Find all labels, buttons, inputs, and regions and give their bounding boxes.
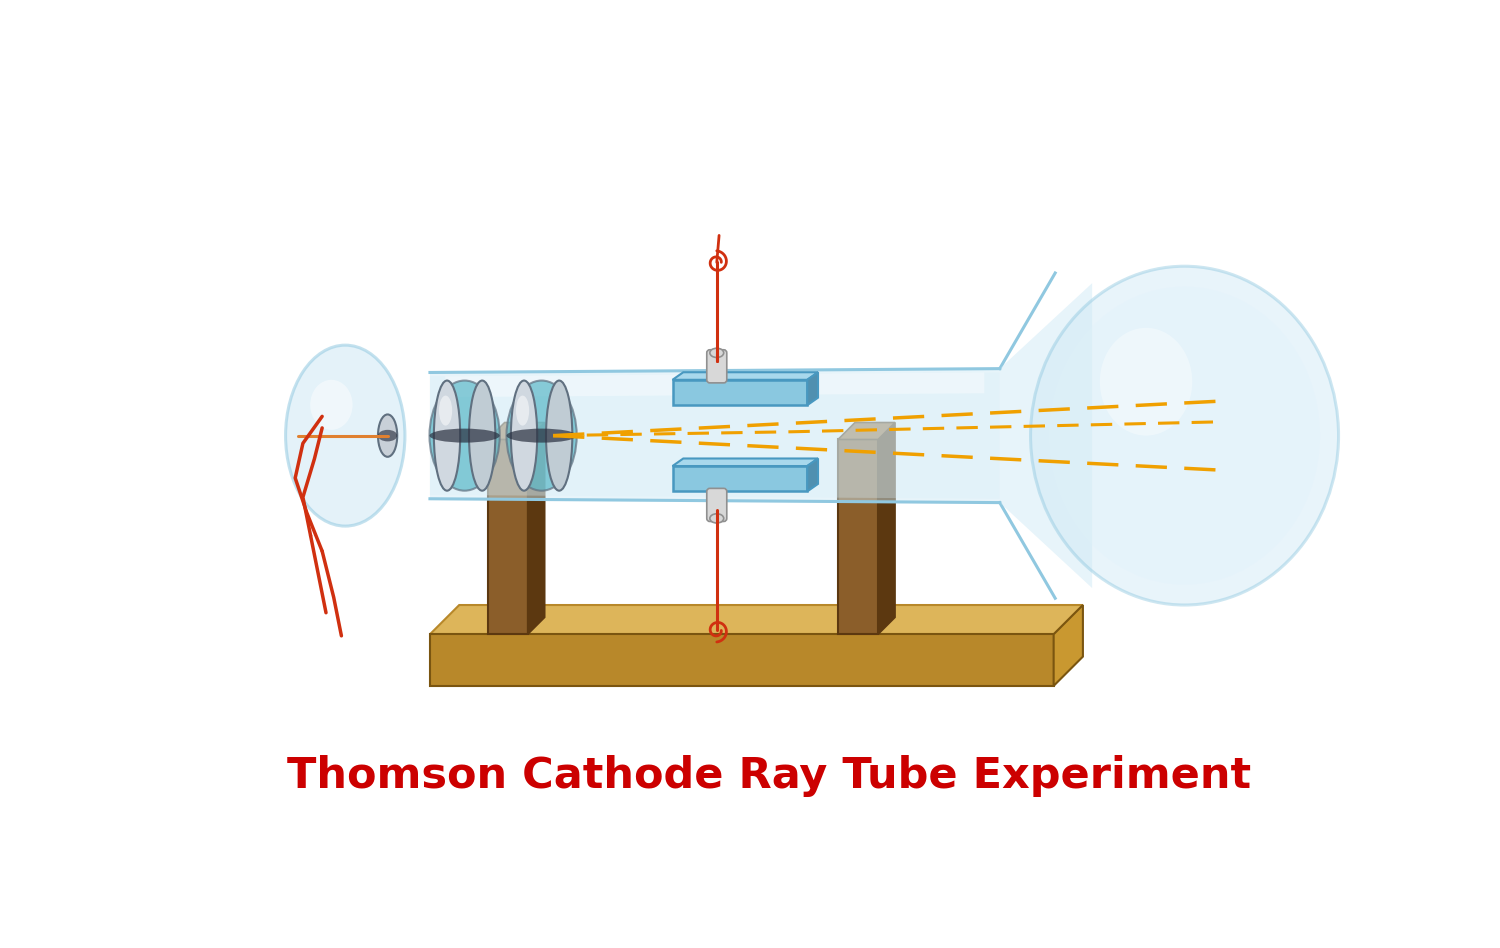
Ellipse shape xyxy=(507,428,576,443)
Polygon shape xyxy=(1053,605,1083,685)
Polygon shape xyxy=(528,423,544,634)
Ellipse shape xyxy=(429,428,500,443)
Polygon shape xyxy=(488,423,544,440)
Polygon shape xyxy=(807,373,818,405)
Polygon shape xyxy=(446,373,984,397)
Ellipse shape xyxy=(285,345,405,526)
Ellipse shape xyxy=(516,395,530,426)
Ellipse shape xyxy=(507,380,576,491)
FancyBboxPatch shape xyxy=(706,350,728,383)
Ellipse shape xyxy=(470,380,495,491)
Ellipse shape xyxy=(1030,266,1338,605)
Polygon shape xyxy=(878,423,896,634)
FancyBboxPatch shape xyxy=(706,488,728,521)
Ellipse shape xyxy=(440,395,452,426)
Polygon shape xyxy=(672,459,818,466)
Ellipse shape xyxy=(433,380,460,491)
Polygon shape xyxy=(999,283,1092,588)
Ellipse shape xyxy=(378,429,398,442)
Polygon shape xyxy=(839,440,878,634)
Text: Thomson Cathode Ray Tube Experiment: Thomson Cathode Ray Tube Experiment xyxy=(286,755,1251,797)
Ellipse shape xyxy=(1100,328,1192,436)
Polygon shape xyxy=(488,440,528,634)
Ellipse shape xyxy=(429,380,500,491)
Ellipse shape xyxy=(1048,286,1320,585)
Polygon shape xyxy=(672,373,818,380)
Polygon shape xyxy=(430,373,999,499)
Polygon shape xyxy=(672,466,807,491)
Polygon shape xyxy=(672,380,807,405)
Polygon shape xyxy=(430,634,1053,685)
Polygon shape xyxy=(430,605,1083,634)
Ellipse shape xyxy=(546,380,573,491)
Polygon shape xyxy=(807,459,818,491)
Polygon shape xyxy=(430,369,999,502)
Ellipse shape xyxy=(310,380,352,429)
Polygon shape xyxy=(839,423,896,440)
Ellipse shape xyxy=(512,380,537,491)
Ellipse shape xyxy=(378,414,398,457)
Ellipse shape xyxy=(710,514,723,523)
Ellipse shape xyxy=(710,348,723,357)
